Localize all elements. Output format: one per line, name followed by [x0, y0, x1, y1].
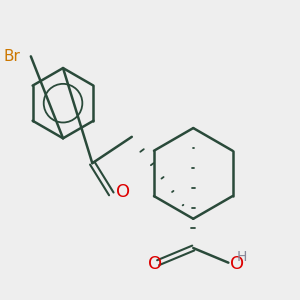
- Text: O: O: [230, 255, 244, 273]
- Text: Br: Br: [4, 49, 21, 64]
- Text: O: O: [148, 255, 162, 273]
- Text: O: O: [116, 183, 130, 201]
- Text: H: H: [236, 250, 247, 264]
